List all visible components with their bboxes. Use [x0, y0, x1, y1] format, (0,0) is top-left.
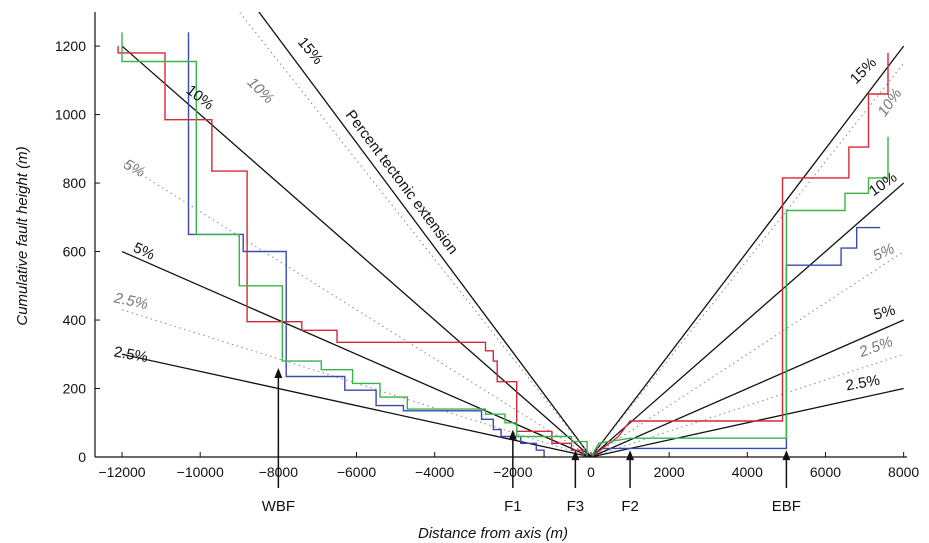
- x-tick-label: 2000: [654, 464, 685, 480]
- reference-line-label: 5%: [872, 302, 897, 324]
- reference-line-label: 2.5%: [856, 333, 895, 361]
- fault-label: F1: [504, 498, 522, 515]
- reference-line-label: 5%: [131, 239, 158, 264]
- y-tick-label: 1200: [55, 38, 86, 54]
- reference-line: [258, 12, 592, 458]
- x-tick-label: −4000: [415, 464, 455, 480]
- reference-line: [121, 162, 592, 458]
- fault-label: F3: [567, 498, 585, 515]
- reference-line: [121, 45, 592, 458]
- reference-line: [590, 387, 904, 458]
- x-tick-label: 6000: [810, 464, 841, 480]
- y-tick-label: 600: [63, 244, 87, 260]
- reference-line-label: 10%: [874, 85, 905, 119]
- reference-line-label: 15%: [294, 34, 326, 68]
- reference-line: [590, 353, 904, 458]
- x-tick-label: 4000: [732, 464, 763, 480]
- y-tick-label: 200: [63, 381, 87, 397]
- fault-arrow-head: [274, 367, 283, 378]
- reference-line-label: 2.5%: [112, 289, 150, 313]
- fault-arrow-head: [571, 450, 580, 461]
- y-tick-label: 800: [63, 175, 87, 191]
- reference-line-label: 2.5%: [845, 372, 882, 395]
- reference-line-label: 2.5%: [113, 344, 150, 367]
- x-tick-label: −10000: [177, 464, 224, 480]
- fault-arrow-head: [508, 429, 517, 440]
- fault-label: EBF: [772, 498, 801, 515]
- data-series-line: [117, 46, 584, 457]
- y-axis-label: Cumulative fault height (m): [14, 146, 31, 325]
- fault-label: F2: [621, 498, 639, 515]
- axes: −12000 −10000 −8000 −6000 −4000 −2000 0 2000 400…: [55, 12, 919, 480]
- y-tick-label: 1000: [55, 107, 86, 123]
- reference-line-label: 5%: [870, 240, 897, 265]
- x-tick-label: 0: [587, 464, 595, 480]
- fault-arrow-head: [782, 450, 791, 461]
- data-series-line: [121, 32, 588, 457]
- y-tick-label: 400: [63, 312, 87, 328]
- x-tick-label: 8000: [888, 464, 919, 480]
- x-tick-label: −6000: [337, 464, 377, 480]
- fault-label: WBF: [262, 498, 295, 515]
- x-axis-label: Distance from axis (m): [418, 525, 568, 542]
- reference-line-label: 10%: [244, 74, 277, 107]
- extension-caption: Percent tectonic extension: [342, 107, 461, 258]
- annotations: Percent tectonic extension WBF F1 F3 F2 EBF: [262, 107, 801, 515]
- data-series: [117, 32, 889, 458]
- fault-arrow-head: [626, 450, 635, 461]
- reference-line: [590, 251, 904, 458]
- reference-line: [590, 319, 904, 458]
- reference-line-label: 5%: [121, 156, 148, 181]
- y-tick-label: 0: [78, 449, 86, 465]
- x-tick-label: −12000: [98, 464, 145, 480]
- reference-line: [238, 12, 592, 458]
- reference-line: [590, 45, 905, 458]
- data-series-line: [187, 32, 545, 457]
- data-series-line: [590, 52, 889, 458]
- data-series-line: [590, 136, 889, 458]
- reference-line: [590, 182, 905, 458]
- data-series-line: [590, 226, 881, 458]
- reference-line: [121, 250, 592, 458]
- reference-line: [590, 62, 905, 458]
- reference-line-label: 10%: [866, 169, 900, 200]
